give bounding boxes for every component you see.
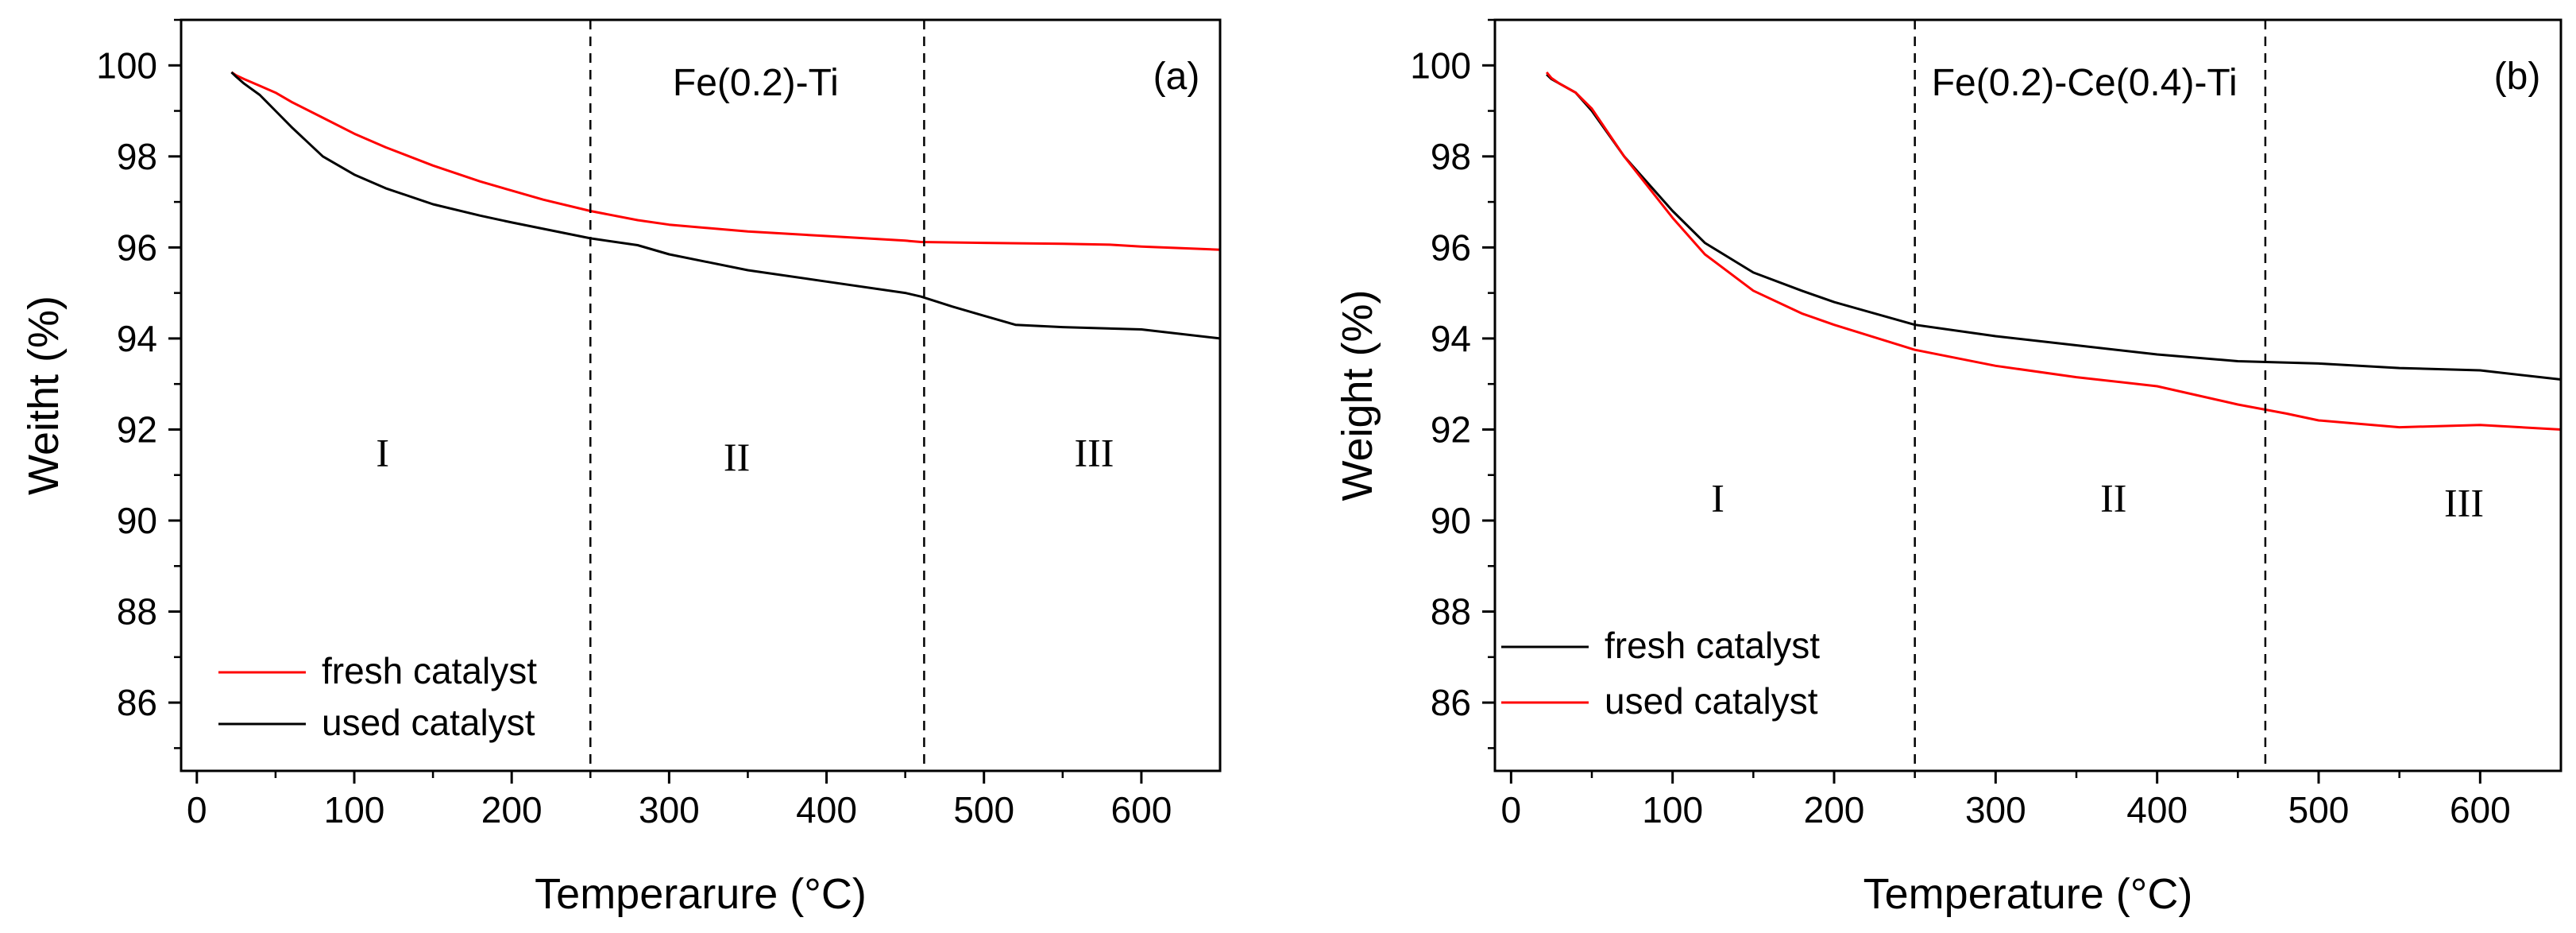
- series-line-used-catalyst: [230, 71, 1221, 340]
- y-tick-label: 90: [117, 500, 157, 541]
- x-tick-label: 300: [1965, 789, 2026, 830]
- x-tick-label: 600: [2450, 789, 2511, 830]
- chart-title: Fe(0.2)-Ce(0.4)-Ti: [1932, 62, 2238, 104]
- y-tick-label: 100: [96, 45, 157, 86]
- plot-frame: [1493, 18, 2562, 772]
- x-tick-label: 600: [1111, 789, 1172, 830]
- y-tick-label: 92: [117, 408, 157, 450]
- region-label: II: [2100, 476, 2126, 521]
- chart-title: Fe(0.2)-Ti: [673, 62, 839, 104]
- y-tick-label: 90: [1431, 500, 1471, 541]
- panel-label: (a): [1153, 56, 1200, 98]
- x-tick-label: 200: [481, 789, 543, 830]
- x-axis-title: Temperature (°C): [1863, 870, 2193, 918]
- x-tick-label: 0: [187, 789, 207, 830]
- y-tick-label: 100: [1410, 45, 1471, 86]
- panel-label: (b): [2494, 56, 2541, 98]
- legend-label: fresh catalyst: [322, 650, 537, 691]
- chart-panel-a: 0 100 200 300 400 500 600 86 88 90 92 94 96 98 100 Temp…: [20, 18, 1222, 918]
- x-tick-label: 400: [796, 789, 857, 830]
- y-tick-label: 94: [1431, 318, 1471, 359]
- x-tick-label: 200: [1804, 789, 1865, 830]
- series-line-fresh-catalyst: [1546, 73, 2562, 381]
- y-tick-label: 94: [117, 318, 157, 359]
- chart-panel-b: 0 100 200 300 400 500 600 86 88 90 92 94 96 98 100 Temp…: [1334, 18, 2562, 918]
- y-tick-label: 96: [1431, 226, 1471, 268]
- series-line-fresh-catalyst: [230, 71, 1221, 251]
- y-axis-title: Weight (%): [1334, 289, 1381, 501]
- x-tick-label: 0: [1501, 789, 1522, 830]
- y-tick-label: 88: [1431, 591, 1471, 633]
- y-tick-label: 98: [117, 136, 157, 177]
- x-tick-label: 500: [953, 789, 1014, 830]
- region-label: I: [376, 430, 389, 474]
- y-tick-label: 96: [117, 226, 157, 268]
- region-label: III: [2444, 480, 2484, 525]
- legend-label: fresh catalyst: [1605, 625, 1820, 666]
- y-axis-title: Weitht (%): [20, 296, 68, 495]
- series-line-used-catalyst: [1545, 71, 2562, 431]
- region-label: I: [1711, 476, 1724, 521]
- x-tick-label: 100: [1642, 789, 1703, 830]
- legend-label: used catalyst: [322, 702, 535, 743]
- region-label: II: [724, 435, 750, 479]
- y-tick-label: 86: [1431, 682, 1471, 723]
- x-tick-label: 400: [2126, 789, 2188, 830]
- x-tick-label: 300: [639, 789, 700, 830]
- y-tick-label: 86: [117, 682, 157, 723]
- x-tick-label: 100: [324, 789, 385, 830]
- x-axis-title: Temperarure (°C): [535, 870, 867, 918]
- plot-frame: [180, 18, 1222, 772]
- y-tick-label: 88: [117, 591, 157, 633]
- y-tick-label: 92: [1431, 408, 1471, 450]
- legend-label: used catalyst: [1605, 680, 1818, 722]
- region-label: III: [1074, 430, 1114, 474]
- x-tick-label: 500: [2288, 789, 2350, 830]
- y-tick-label: 98: [1431, 136, 1471, 177]
